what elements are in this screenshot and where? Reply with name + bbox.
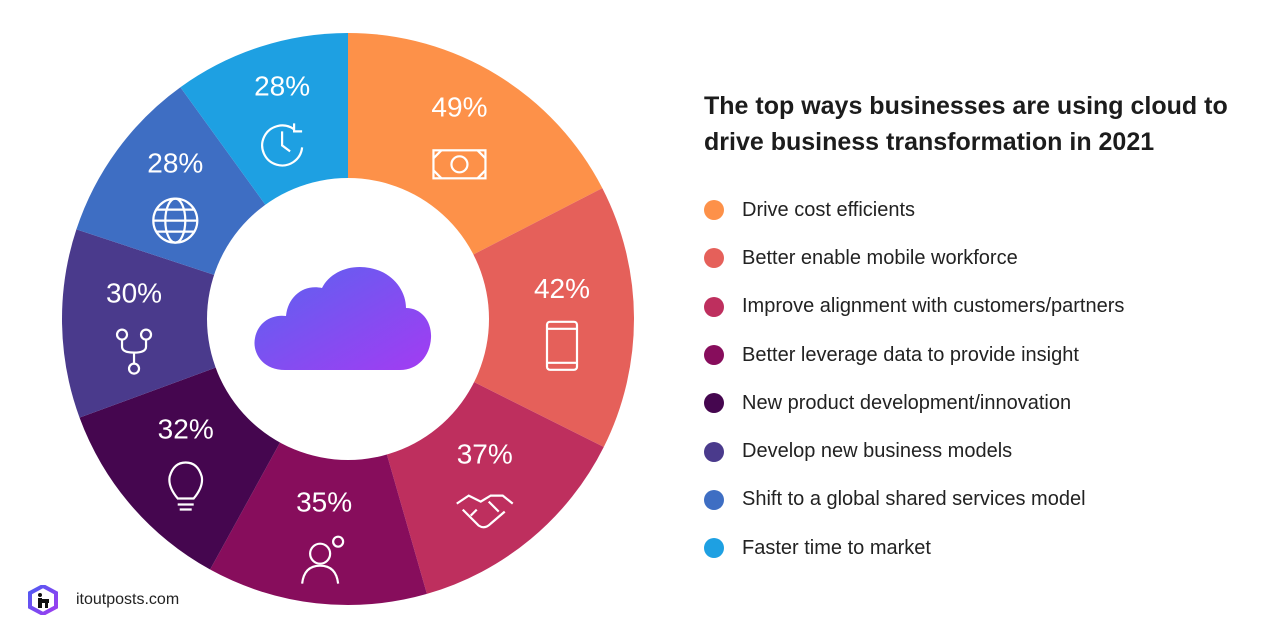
- globe-icon: [152, 197, 199, 244]
- legend-swatch: [704, 200, 724, 221]
- legend-label: Better leverage data to provide insight: [742, 343, 1079, 366]
- legend-swatch: [704, 393, 724, 414]
- donut-chart: 49% 42% 37% 35% 32% 30% 28% 28%: [62, 32, 634, 605]
- brand: itoutposts.com: [28, 585, 179, 615]
- slice-data-label: 37%: [457, 439, 513, 470]
- slice-data-label: 35%: [296, 487, 352, 518]
- legend-swatch: [704, 538, 724, 559]
- money-icon: [432, 149, 487, 180]
- legend-label: Drive cost efficients: [742, 198, 916, 221]
- slice-data-label: 28%: [254, 70, 310, 101]
- legend-label: Faster time to market: [742, 536, 931, 559]
- slice-data-label: 49%: [431, 91, 487, 122]
- clock-icon: [261, 123, 304, 167]
- brand-text: itoutposts.com: [76, 591, 180, 608]
- slice-4: [210, 319, 427, 605]
- legend-item: Better enable mobile workforce: [704, 234, 1124, 282]
- slice-data-label: 32%: [158, 413, 214, 444]
- legend-item: Faster time to market: [704, 524, 1124, 572]
- legend-label: Develop new business models: [742, 440, 1013, 463]
- legend-swatch: [704, 489, 724, 510]
- cloud-icon: [254, 266, 432, 370]
- lightbulb-icon: [168, 461, 204, 511]
- legend-label: Shift to a global shared services model: [742, 488, 1086, 511]
- chart-title: The top ways businesses are using cloud …: [704, 92, 1228, 156]
- mobile-phone-icon: [545, 320, 579, 371]
- slice-data-label: 28%: [147, 148, 203, 179]
- user-gear-icon: [301, 535, 345, 584]
- legend-swatch: [704, 296, 724, 317]
- legend-item: Drive cost efficients: [704, 186, 1124, 234]
- slice-data-label: 30%: [106, 278, 162, 309]
- legend-item: Shift to a global shared services model: [704, 476, 1124, 524]
- handshake-icon: [456, 494, 514, 529]
- itoutposts-logo-icon: [28, 585, 58, 615]
- legend: Drive cost efficients Better enable mobil…: [704, 186, 1124, 572]
- legend-item: Develop new business models: [704, 427, 1124, 475]
- legend-swatch: [704, 345, 724, 366]
- legend-item: New product development/innovation: [704, 379, 1124, 427]
- legend-swatch: [704, 441, 724, 462]
- legend-item: Improve alignment with customers/partner…: [704, 283, 1124, 331]
- legend-label: Better enable mobile workforce: [742, 246, 1018, 269]
- legend-label: New product development/innovation: [742, 391, 1072, 414]
- legend-label: Improve alignment with customers/partner…: [742, 295, 1125, 318]
- slice-2: [348, 188, 634, 447]
- slice-data-label: 42%: [534, 273, 590, 304]
- slice-6: [62, 229, 349, 418]
- legend-item: Better leverage data to provide insight: [704, 331, 1124, 379]
- legend-swatch: [704, 248, 724, 269]
- branch-icon: [115, 328, 153, 375]
